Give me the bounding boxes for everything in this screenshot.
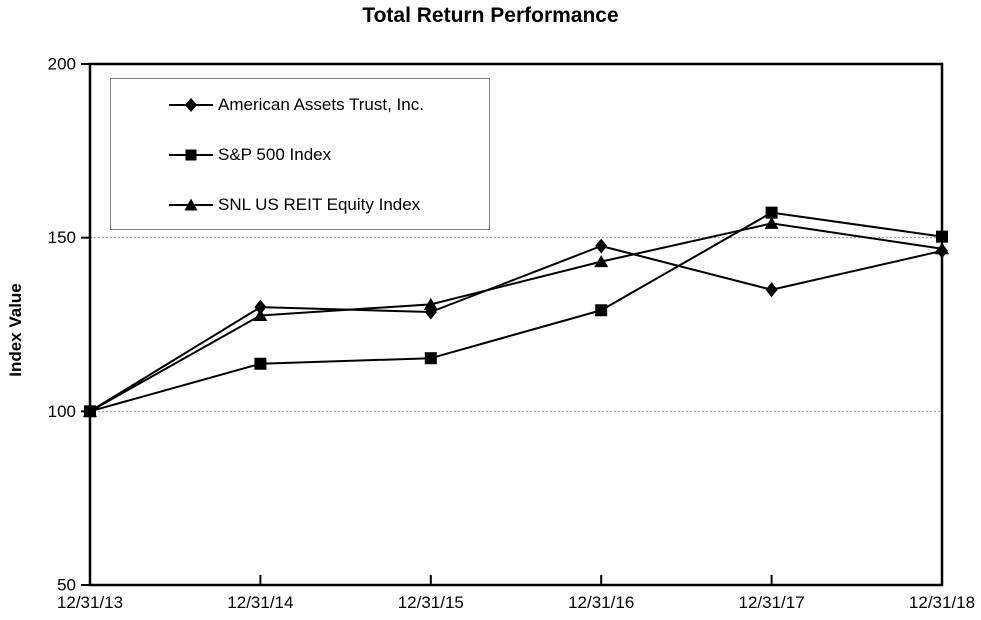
square-marker-icon — [169, 149, 213, 161]
data-point-marker — [765, 282, 778, 298]
x-tick-label: 12/31/14 — [227, 593, 293, 612]
y-tick-label: 100 — [48, 402, 76, 421]
y-tick-label: 200 — [48, 55, 76, 74]
legend-label: S&P 500 Index — [218, 145, 332, 164]
legend-item: S&P 500 Index — [111, 130, 489, 180]
legend: American Assets Trust, Inc. S&P 500 Inde… — [110, 78, 490, 230]
diamond-marker-icon — [169, 98, 213, 112]
data-point-marker — [253, 308, 268, 321]
x-tick-label: 12/31/15 — [398, 593, 464, 612]
plot-frame — [88, 62, 944, 587]
data-point-marker — [423, 297, 438, 310]
data-point-marker — [936, 230, 948, 243]
data-point-marker — [936, 243, 948, 259]
series-line-s-p-500-index — [89, 211, 943, 413]
series-line-american-assets-trust-inc — [89, 245, 943, 413]
legend-label: American Assets Trust, Inc. — [218, 95, 424, 114]
data-point-marker — [764, 216, 779, 229]
data-point-marker — [254, 357, 267, 370]
data-point-marker — [424, 304, 437, 320]
data-point-marker — [765, 206, 778, 219]
data-point-marker — [595, 304, 608, 317]
data-point-marker — [595, 238, 608, 254]
x-tick-label: 12/31/18 — [909, 593, 975, 612]
data-point-marker — [84, 405, 96, 418]
triangle-marker-icon — [169, 198, 213, 211]
data-point-marker — [254, 299, 267, 315]
legend-label: SNL US REIT Equity Index — [218, 195, 421, 214]
x-tick-label: 12/31/13 — [57, 593, 123, 612]
x-tick-label: 12/31/16 — [568, 593, 634, 612]
y-tick-label: 50 — [57, 576, 76, 595]
x-tick-label: 12/31/17 — [739, 593, 805, 612]
series-line-snl-us-reit-equity-index — [89, 222, 943, 413]
chart-title: Total Return Performance — [362, 4, 619, 27]
data-point-marker — [594, 255, 609, 268]
data-point-marker — [424, 352, 437, 365]
legend-item: SNL US REIT Equity Index — [111, 180, 489, 230]
legend-item: American Assets Trust, Inc. — [111, 80, 489, 130]
y-tick-label: 150 — [48, 228, 76, 247]
